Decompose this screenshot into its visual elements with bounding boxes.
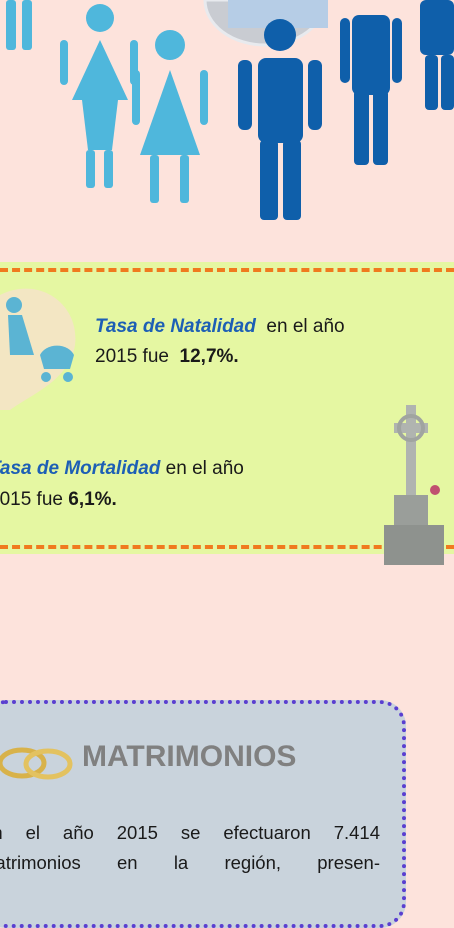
natality-text: en el año xyxy=(266,316,345,337)
people-illustration xyxy=(6,0,454,220)
mortality-line-1: Tasa de Mortalidad en el año xyxy=(0,458,244,480)
mortality-text: en el año xyxy=(165,458,244,479)
natality-label: Tasa de Natalidad xyxy=(95,316,256,337)
marriages-text: matrimonios en la región, presen- xyxy=(0,852,380,873)
natality-text: 2015 fue xyxy=(95,346,169,367)
marriages-text: En el año 2015 se efectuaron 7.414 xyxy=(0,822,380,843)
natality-value: 12,7%. xyxy=(179,346,239,367)
marriages-box xyxy=(0,700,406,928)
natality-line-2: 2015 fue 12,7%. xyxy=(95,346,239,368)
mortality-line-2: 2015 fue 6,1%. xyxy=(0,489,117,511)
mother-icon xyxy=(0,288,76,410)
dashed-border xyxy=(0,268,454,272)
rings-icon xyxy=(0,747,73,780)
mortality-text: 2015 fue xyxy=(0,489,63,510)
grave-icon xyxy=(384,405,444,565)
natality-line-1: Tasa de Natalidad en el año xyxy=(95,316,345,338)
dashed-border xyxy=(0,545,454,549)
mortality-label: Tasa de Mortalidad xyxy=(0,458,161,479)
mortality-value: 6,1%. xyxy=(68,489,117,510)
marriages-title: MATRIMONIOS xyxy=(82,740,297,773)
rates-band xyxy=(0,262,454,554)
